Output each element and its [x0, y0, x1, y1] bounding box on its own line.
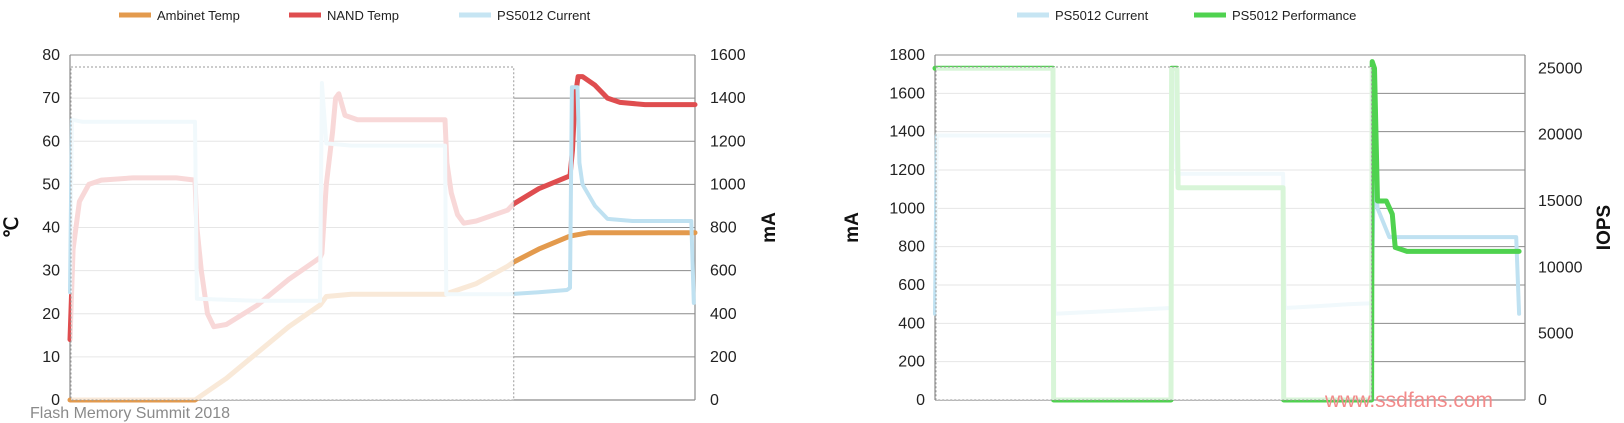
y-tick-label: 70: [42, 90, 60, 107]
legend-label-ambinet-temp: Ambinet Temp: [157, 8, 240, 23]
y2-tick-label: 0: [1538, 392, 1547, 409]
y-tick-label: 50: [42, 176, 60, 193]
y2-axis-title: IOPS: [1594, 205, 1615, 250]
y-tick-label: 1800: [889, 47, 925, 64]
legend-label-nand-temp: NAND Temp: [327, 8, 399, 23]
y2-tick-label: 800: [710, 220, 737, 237]
y2-tick-label: 1200: [710, 133, 746, 150]
y2-tick-label: 15000: [1538, 193, 1583, 210]
current-performance-chart: 0 200 400 600 800 1000 1200 1400 1600 1800 0 5000 10…: [842, 8, 1615, 409]
y2-tick-label: 1400: [710, 90, 746, 107]
temperature-current-chart: 0102030405060708002004006008001000120014…: [2, 8, 780, 409]
y2-tick-label: 200: [710, 349, 737, 366]
y-tick-label: 1000: [889, 200, 925, 217]
y-tick-label: 400: [898, 315, 925, 332]
y-tick-label: 1400: [889, 124, 925, 141]
y-tick-label: 600: [898, 277, 925, 294]
y2-tick-label: 1000: [710, 176, 746, 193]
watermark-text: www.ssdfans.com: [1325, 389, 1494, 412]
y-tick-label: 40: [42, 220, 60, 237]
y-tick-label: 20: [42, 306, 60, 323]
y-tick-label: 0: [51, 392, 60, 409]
y2-tick-label: 1600: [710, 47, 746, 64]
footer-text: Flash Memory Summit 2018: [30, 405, 231, 422]
y-axis-title: ℃: [2, 217, 23, 238]
y-axis-title: mA: [842, 212, 863, 243]
y-tick-label: 80: [42, 47, 60, 64]
y-tick-label: 30: [42, 263, 60, 280]
y-tick-label: 1200: [889, 162, 925, 179]
y2-tick-label: 10000: [1538, 259, 1583, 276]
legend-label-ps5012-performance: PS5012 Performance: [1232, 8, 1356, 23]
legend-label-ps5012-current: PS5012 Current: [497, 8, 591, 23]
y-tick-label: 800: [898, 239, 925, 256]
faded-overlay: [935, 66, 1373, 401]
y2-tick-label: 600: [710, 263, 737, 280]
y-tick-label: 10: [42, 349, 60, 366]
legend-label-ps5012-current: PS5012 Current: [1055, 8, 1149, 23]
y-tick-label: 60: [42, 133, 60, 150]
y-tick-label: 0: [916, 392, 925, 409]
y-tick-label: 200: [898, 354, 925, 371]
y2-tick-label: 25000: [1538, 60, 1583, 77]
y2-tick-label: 0: [710, 392, 719, 409]
y-tick-label: 1600: [889, 85, 925, 102]
y2-tick-label: 400: [710, 306, 737, 323]
y2-tick-label: 20000: [1538, 127, 1583, 144]
y2-tick-label: 5000: [1538, 326, 1574, 343]
y2-axis-title: mA: [759, 212, 780, 243]
faded-overlay: [70, 66, 515, 401]
